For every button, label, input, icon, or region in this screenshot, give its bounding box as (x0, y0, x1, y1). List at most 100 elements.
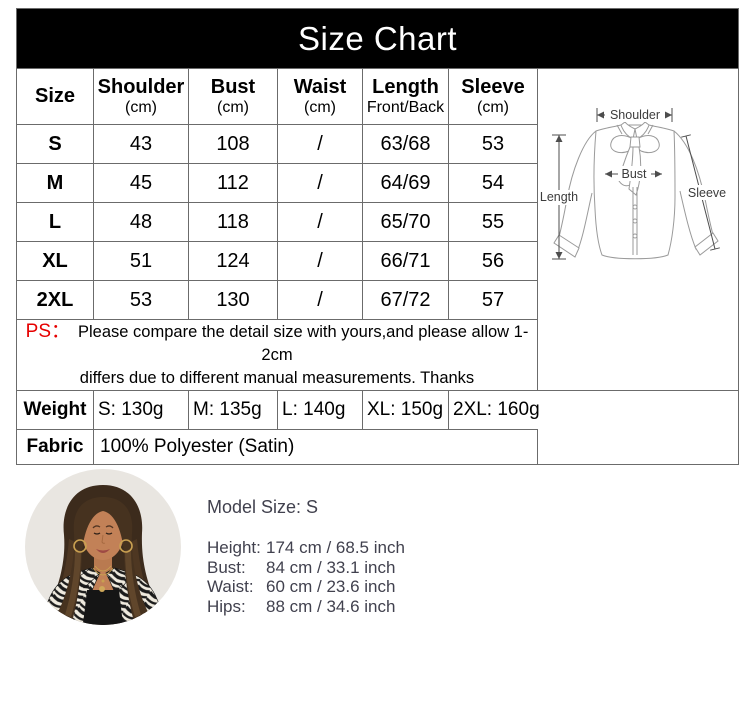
bust-cell: 130 (188, 280, 278, 320)
col-header-label: Length (372, 76, 439, 98)
bust-cell: 124 (188, 241, 278, 281)
length-cell: 66/71 (362, 241, 449, 281)
size-cell: S (16, 124, 94, 164)
length-cell: 67/72 (362, 280, 449, 320)
size-cell: M (16, 163, 94, 203)
shirt-diagram-svg: Shoulder Length Bust Sleeve (539, 107, 726, 260)
model-spec-height: Height: 174 cm / 68.5 inch (207, 538, 405, 558)
note-row: PS： Please compare the detail size with y… (16, 319, 739, 391)
spec-value: 60 cm / 23.6 inch (266, 577, 396, 596)
col-header-sub: (cm) (304, 99, 336, 116)
weight-m: M: 135g (188, 390, 278, 430)
model-hair-front (51, 497, 155, 625)
bust-label: Bust (621, 167, 647, 181)
spec-label: Height: (207, 538, 261, 557)
sleeve-cell: 57 (448, 280, 538, 320)
col-header-label: Size (34, 85, 76, 107)
col-header-size: Size (16, 68, 94, 125)
measure-arrows (555, 111, 672, 259)
weight-xl: XL: 150g (362, 390, 449, 430)
col-header-shoulder: Shoulder (cm) (93, 68, 189, 125)
col-header-label: Sleeve (461, 76, 525, 98)
model-spec-hips: Hips: 88 cm / 34.6 inch (207, 597, 405, 617)
waist-cell: / (277, 280, 363, 320)
col-header-length: Length Front/Back (362, 68, 449, 125)
spec-label: Bust: (207, 557, 246, 577)
bust-cell: 118 (188, 202, 278, 242)
sleeve-cell: 55 (448, 202, 538, 242)
gold-jewelry (73, 539, 133, 592)
diagram-labels: Shoulder Length Bust Sleeve (539, 108, 725, 204)
size-cell: 2XL (16, 280, 94, 320)
empty-cell (537, 429, 740, 465)
shoulder-cell: 43 (93, 124, 189, 164)
size-cell: L (16, 202, 94, 242)
size-cell: XL (16, 241, 94, 281)
col-header-waist: Waist (cm) (277, 68, 363, 125)
model-face (82, 506, 124, 560)
page-title: Size Chart (15, 8, 740, 69)
waist-cell: / (277, 163, 363, 203)
ps-prefix: PS： (25, 321, 71, 342)
col-header-sub: (cm) (217, 99, 249, 116)
ps-text-1: Please compare the detail size with your… (78, 323, 529, 364)
size-row-xl: XL 51 124 / 66/71 56 (16, 241, 739, 281)
ps-note-line1: PS： Please compare the detail size with y… (18, 321, 537, 368)
fabric-row: Fabric 100% Polyester (Satin) (16, 429, 740, 465)
length-cell: 65/70 (362, 202, 449, 242)
weight-2xl: 2XL: 160g (447, 390, 740, 430)
bust-cell: 108 (188, 124, 278, 164)
col-header-sub: (cm) (477, 99, 509, 116)
size-row-m: M 45 112 / 64/69 54 (16, 163, 739, 203)
fabric-value: 100% Polyester (Satin) (93, 429, 538, 465)
shoulder-cell: 48 (93, 202, 189, 242)
waist-cell: / (277, 124, 363, 164)
shoulder-cell: 53 (93, 280, 189, 320)
weight-l: L: 140g (277, 390, 363, 430)
weight-s: S: 130g (93, 390, 189, 430)
shoulder-label: Shoulder (609, 108, 659, 122)
sleeve-cell: 56 (448, 241, 538, 281)
shoulder-cell: 51 (93, 241, 189, 281)
model-photo (25, 469, 181, 625)
ps-note-line2: differs due to different manual measurem… (79, 369, 475, 387)
waist-cell: / (277, 241, 363, 281)
spec-value: 84 cm / 33.1 inch (266, 557, 396, 577)
weight-label: Weight (16, 390, 94, 430)
waist-cell: / (277, 202, 363, 242)
col-header-sub: (cm) (125, 99, 157, 116)
model-size: Model Size: S (207, 497, 319, 517)
bust-cell: 112 (188, 163, 278, 203)
shirt-measure-diagram: Shoulder Length Bust Sleeve (536, 68, 740, 391)
table-header-row: Size Shoulder (cm) Bust (cm) Waist (cm) … (16, 68, 740, 391)
label-backplates (539, 107, 726, 205)
model-spec-bust: Bust: 84 cm / 33.1 inch (207, 558, 405, 578)
size-chart-table: Size Chart Size Shoulder (cm) Bust (cm) … (15, 8, 740, 465)
title-row: Size Chart (15, 8, 740, 69)
spec-label: Waist: (207, 577, 254, 596)
sleeve-cell: 54 (448, 163, 538, 203)
shoulder-cell: 45 (93, 163, 189, 203)
model-info: Model Size: S Height: 174 cm / 68.5 inch … (207, 497, 405, 616)
col-header-label: Waist (293, 76, 347, 98)
col-header-sub: Front/Back (366, 99, 445, 116)
col-header-sleeve: Sleeve (cm) (448, 68, 538, 125)
black-top (83, 590, 123, 625)
size-row-2xl: 2XL 53 130 / 67/72 57 (16, 280, 739, 320)
length-label: Length (539, 190, 577, 204)
weight-row: Weight S: 130g M: 135g L: 140g XL: 150g … (16, 390, 740, 430)
length-cell: 64/69 (362, 163, 449, 203)
spec-label: Hips: (207, 596, 246, 616)
col-header-label: Bust (210, 76, 256, 98)
length-cell: 63/68 (362, 124, 449, 164)
spec-value: 88 cm / 34.6 inch (266, 596, 396, 616)
sleeve-label: Sleeve (687, 186, 725, 200)
model-spec-waist: Waist: 60 cm / 23.6 inch (207, 577, 405, 597)
col-header-label: Shoulder (97, 76, 185, 98)
col-header-bust: Bust (cm) (188, 68, 278, 125)
fabric-label: Fabric (16, 429, 94, 465)
ps-note: PS： Please compare the detail size with y… (16, 319, 538, 391)
sleeve-cell: 53 (448, 124, 538, 164)
model-photo-illustration (25, 469, 181, 625)
